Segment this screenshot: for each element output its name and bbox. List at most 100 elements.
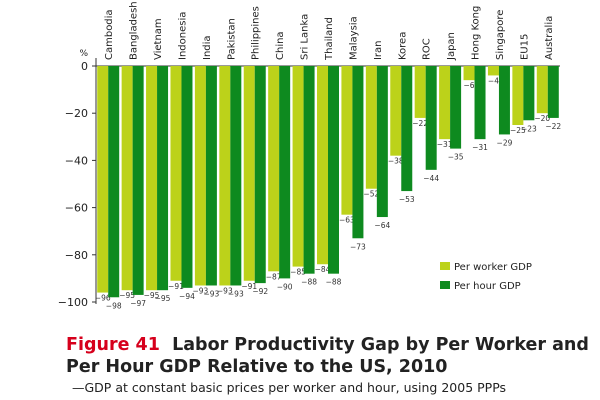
category-label: Australia — [544, 16, 555, 60]
value-label: −29 — [497, 138, 513, 147]
value-label: −95 — [119, 291, 135, 300]
value-label: −35 — [448, 153, 464, 162]
category-label: China — [275, 31, 286, 60]
value-label: −95 — [144, 291, 160, 300]
category-label: Hong Kong — [471, 6, 482, 60]
value-label: −31 — [437, 140, 453, 149]
value-label: −64 — [374, 221, 390, 230]
bar-per-hour — [498, 66, 510, 135]
category-label: Malaysia — [348, 16, 359, 60]
bar-per-worker — [219, 66, 231, 286]
bar-per-worker — [536, 66, 548, 114]
value-label: −94 — [179, 292, 195, 301]
bar-per-hour — [181, 66, 193, 288]
value-label: −73 — [350, 242, 366, 251]
category-label: Singapore — [495, 10, 506, 60]
value-label: −92 — [252, 287, 268, 296]
value-label: −88 — [326, 278, 342, 287]
bar-per-worker — [243, 66, 255, 281]
value-label: −91 — [168, 282, 184, 291]
bar-per-hour — [547, 66, 559, 118]
value-label: −95 — [155, 294, 171, 303]
value-label: −20 — [534, 114, 550, 123]
bar-per-hour — [523, 66, 535, 121]
bar-per-hour — [474, 66, 486, 140]
bar-per-worker — [512, 66, 524, 125]
y-tick-label: −40 — [65, 154, 88, 167]
bar-per-hour — [376, 66, 388, 218]
value-label: −25 — [510, 126, 526, 135]
bar-per-worker — [414, 66, 426, 118]
bar-per-hour — [425, 66, 437, 170]
bar-per-hour — [279, 66, 291, 279]
bar-per-hour — [205, 66, 217, 286]
category-label: India — [202, 35, 213, 60]
y-tick-label: −80 — [65, 249, 88, 262]
bar-per-hour — [303, 66, 315, 274]
value-label: −98 — [106, 301, 122, 310]
bar-per-hour — [132, 66, 144, 295]
value-label: −93 — [192, 286, 208, 295]
category-label: Vietnam — [153, 18, 164, 60]
value-label: −87 — [266, 272, 282, 281]
bar-per-hour — [108, 66, 120, 298]
value-label: −93 — [217, 286, 233, 295]
bar-per-worker — [365, 66, 377, 189]
value-label: −31 — [472, 143, 488, 152]
y-tick-label: −60 — [65, 202, 88, 215]
bar-per-worker — [194, 66, 206, 286]
legend-label: Per hour GDP — [454, 281, 521, 292]
category-label: Iran — [373, 40, 384, 60]
value-label: −22 — [412, 119, 428, 128]
y-tick-label: −20 — [65, 107, 88, 120]
value-label: −93 — [203, 289, 219, 298]
bar-per-worker — [463, 66, 475, 81]
category-label: Philippines — [251, 6, 262, 60]
bar-chart: 0−20−40−60−80−100%−96−98Cambodia−95−97Ba… — [58, 1, 562, 310]
value-label: −96 — [95, 294, 111, 303]
figure-title: Labor Productivity Gap by Per Worker and… — [66, 335, 589, 377]
bar-per-worker — [121, 66, 133, 291]
category-label: Korea — [397, 32, 408, 60]
category-label: Japan — [446, 32, 457, 61]
bar-per-worker — [317, 66, 328, 265]
bar-per-hour — [328, 66, 339, 274]
bar-per-hour — [230, 66, 242, 286]
value-label: −53 — [399, 195, 415, 204]
value-label: −44 — [423, 174, 439, 183]
bar-per-worker — [341, 66, 353, 215]
value-label: −63 — [339, 216, 355, 225]
value-label: −93 — [228, 289, 244, 298]
bar-per-worker — [170, 66, 182, 281]
category-label: Cambodia — [104, 9, 115, 60]
y-unit-label: % — [79, 49, 88, 59]
figure-subtitle: —GDP at constant basic prices per worker… — [72, 380, 507, 395]
bar-per-worker — [146, 66, 158, 291]
bar-per-worker — [439, 66, 451, 140]
figure-caption: Figure 41 Labor Productivity Gap by Per … — [66, 334, 596, 378]
value-label: −4 — [488, 76, 499, 85]
category-label: Bangladesh — [129, 1, 140, 60]
bar-per-worker — [292, 66, 304, 267]
legend-swatch — [440, 281, 450, 289]
value-label: −84 — [315, 265, 331, 274]
bar-per-worker — [97, 66, 109, 293]
bar-per-hour — [254, 66, 266, 284]
value-label: −90 — [277, 282, 293, 291]
value-label: −85 — [290, 268, 306, 277]
legend-label: Per worker GDP — [454, 262, 532, 273]
bar-per-hour — [352, 66, 364, 239]
category-label: Indonesia — [177, 12, 188, 60]
category-label: Sri Lanka — [300, 14, 311, 60]
bar-per-hour — [450, 66, 462, 149]
value-label: −6 — [463, 81, 474, 90]
legend-swatch — [440, 262, 450, 270]
y-tick-label: 0 — [81, 60, 88, 73]
category-label: Pakistan — [226, 18, 237, 60]
category-label: Thailand — [324, 17, 335, 61]
value-label: −91 — [241, 282, 257, 291]
category-label: EU15 — [519, 34, 530, 60]
bar-per-worker — [390, 66, 402, 156]
bar-per-hour — [157, 66, 169, 291]
value-label: −52 — [363, 190, 379, 199]
